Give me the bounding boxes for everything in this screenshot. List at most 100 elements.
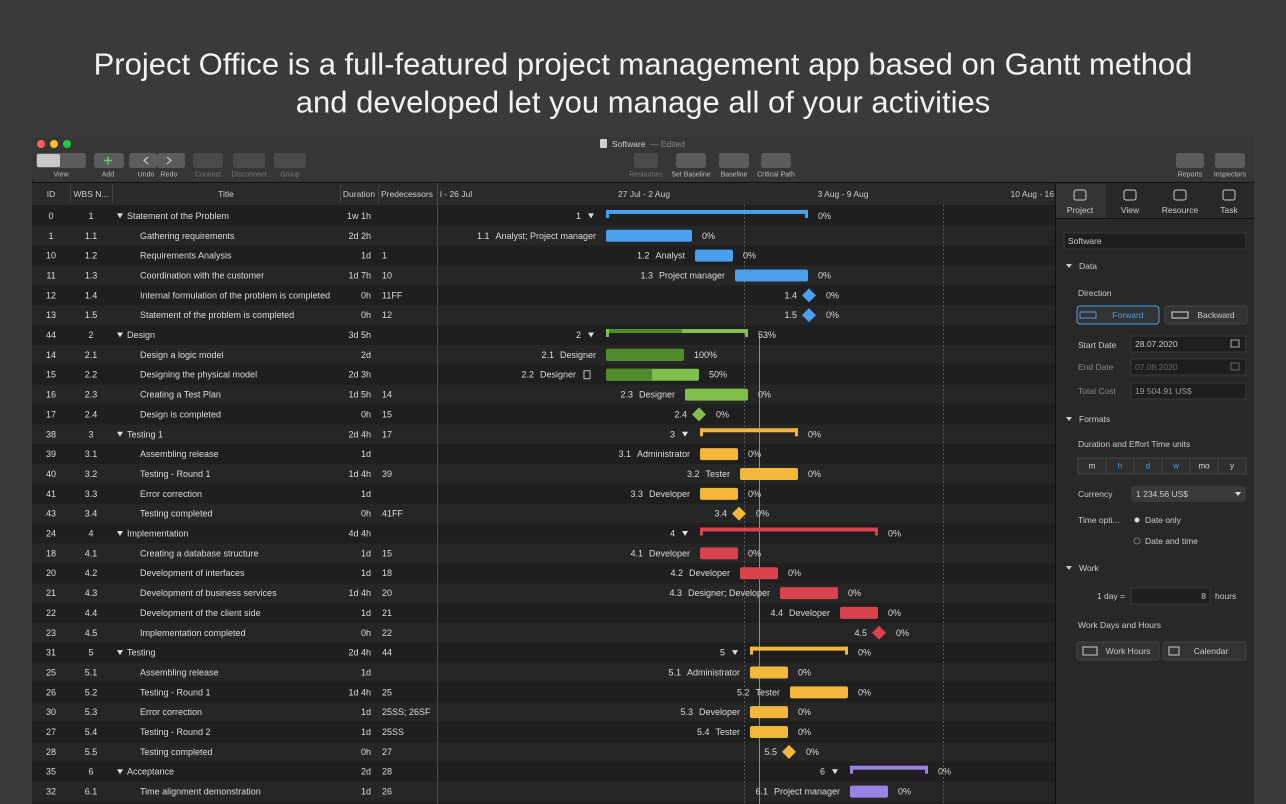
task-duration: 1w 1h <box>347 211 371 221</box>
inspector-label: 28.07.2020 <box>1135 339 1178 349</box>
gantt-resources: Tester <box>705 469 730 479</box>
task-title: Creating a database structure <box>140 548 259 558</box>
toolbar-button[interactable] <box>274 153 306 168</box>
text-field[interactable] <box>1130 382 1247 400</box>
gantt-label: 1.4 <box>784 290 797 300</box>
toolbar-button[interactable] <box>761 153 791 168</box>
milestone <box>872 625 886 640</box>
inspector-label: Work Hours <box>1106 646 1151 656</box>
tab-icon[interactable] <box>1222 189 1236 201</box>
disclosure-triangle[interactable] <box>117 650 123 656</box>
gantt-resources: Developer <box>789 608 830 618</box>
toolbar-button[interactable] <box>193 153 223 168</box>
text-field[interactable] <box>1130 358 1247 376</box>
task-wbs: 4 <box>88 529 93 539</box>
task-wbs: 5.1 <box>85 667 98 677</box>
toolbar-button[interactable] <box>634 153 658 168</box>
toolbar-button[interactable] <box>1215 153 1245 168</box>
text-field[interactable] <box>1130 587 1211 605</box>
disclosure-triangle[interactable] <box>117 431 123 437</box>
gantt-resources: Administrator <box>637 449 690 459</box>
row-background <box>32 622 1055 643</box>
column-header: Duration <box>343 189 375 199</box>
gantt-progress: 0% <box>858 648 871 658</box>
toolbar-button[interactable] <box>676 153 706 168</box>
inspector-label: Software <box>1068 236 1102 246</box>
task-bar <box>740 467 798 480</box>
task-title: Development of interfaces <box>140 568 245 578</box>
task-predecessors: 1 <box>382 251 387 261</box>
task-id: 39 <box>46 449 56 459</box>
task-bar <box>606 229 692 242</box>
gantt-label: 3.4 <box>714 509 727 519</box>
collapse-triangle[interactable] <box>588 332 594 338</box>
task-duration: 1d 4h <box>348 469 371 479</box>
collapse-triangle[interactable] <box>682 431 688 437</box>
disclosure-triangle[interactable] <box>117 332 123 338</box>
toolbar-button[interactable] <box>719 153 749 168</box>
task-wbs: 1.1 <box>85 231 98 241</box>
direction-button[interactable] <box>1164 305 1248 325</box>
summary-bar <box>606 209 808 214</box>
radio-selected[interactable] <box>1134 517 1140 523</box>
toolbar-button[interactable] <box>129 153 157 168</box>
task-id: 18 <box>46 548 56 558</box>
unit-segment[interactable] <box>1217 457 1247 475</box>
task-predecessors: 20 <box>382 588 392 598</box>
task-wbs: 4.4 <box>85 608 98 618</box>
task-predecessors: 22 <box>382 628 392 638</box>
calendar-icon[interactable] <box>1230 339 1240 348</box>
toolbar-button[interactable] <box>1176 153 1204 168</box>
text-field[interactable] <box>1130 335 1247 353</box>
summary-bracket <box>745 329 748 338</box>
task-predecessors: 39 <box>382 469 392 479</box>
task-wbs: 2 <box>88 330 93 340</box>
disclosure-triangle[interactable] <box>117 531 123 537</box>
tab-icon[interactable] <box>1073 189 1087 201</box>
gantt-label: 1.2 <box>637 251 650 261</box>
window-control[interactable] <box>50 140 58 148</box>
gantt-resources: Analyst <box>655 251 685 261</box>
section-triangle[interactable] <box>1066 417 1072 421</box>
gantt-label: 1.3 <box>640 270 653 280</box>
gantt-progress: 0% <box>806 747 819 757</box>
disclosure-triangle[interactable] <box>117 769 123 775</box>
gantt-progress: 0% <box>716 409 729 419</box>
collapse-triangle[interactable] <box>732 650 738 656</box>
timeline-label: 27 Jul - 2 Aug <box>618 189 670 199</box>
disclosure-triangle[interactable] <box>117 213 123 219</box>
task-id: 27 <box>46 727 56 737</box>
radio[interactable] <box>1133 537 1141 545</box>
gantt-resources: Designer <box>540 370 576 380</box>
collapse-triangle[interactable] <box>832 769 838 775</box>
text-field[interactable] <box>1063 232 1247 250</box>
section-triangle[interactable] <box>1066 566 1072 570</box>
task-predecessors: 26 <box>382 787 392 797</box>
tab-icon[interactable] <box>1173 189 1187 201</box>
tab-icon[interactable] <box>1123 189 1137 201</box>
gantt-label: 4.5 <box>854 628 867 638</box>
task-id: 11 <box>46 270 55 280</box>
currency-popup[interactable] <box>1131 486 1246 502</box>
task-predecessors: 25 <box>382 687 392 697</box>
task-duration: 1d <box>361 251 371 261</box>
summary-bracket <box>845 646 848 655</box>
task-title: Development of business services <box>140 588 277 598</box>
direction-button[interactable] <box>1076 305 1160 325</box>
collapse-triangle[interactable] <box>588 213 594 219</box>
gantt-resources: Developer <box>689 568 730 578</box>
calendar-button[interactable] <box>1162 641 1247 661</box>
section-triangle[interactable] <box>1066 264 1072 268</box>
inspector-label: Duration and Effort Time units <box>1078 439 1190 449</box>
task-id: 15 <box>46 370 56 380</box>
task-id: 32 <box>46 787 56 797</box>
task-wbs: 2.1 <box>85 350 98 360</box>
window-control[interactable] <box>63 140 71 148</box>
inspector-label: Total Cost <box>1078 386 1116 396</box>
inspector-label: Date and time <box>1145 536 1198 546</box>
window-control[interactable] <box>37 140 45 148</box>
collapse-triangle[interactable] <box>682 531 688 537</box>
toolbar-button[interactable] <box>233 153 265 168</box>
gantt-label: 3 <box>670 429 675 439</box>
